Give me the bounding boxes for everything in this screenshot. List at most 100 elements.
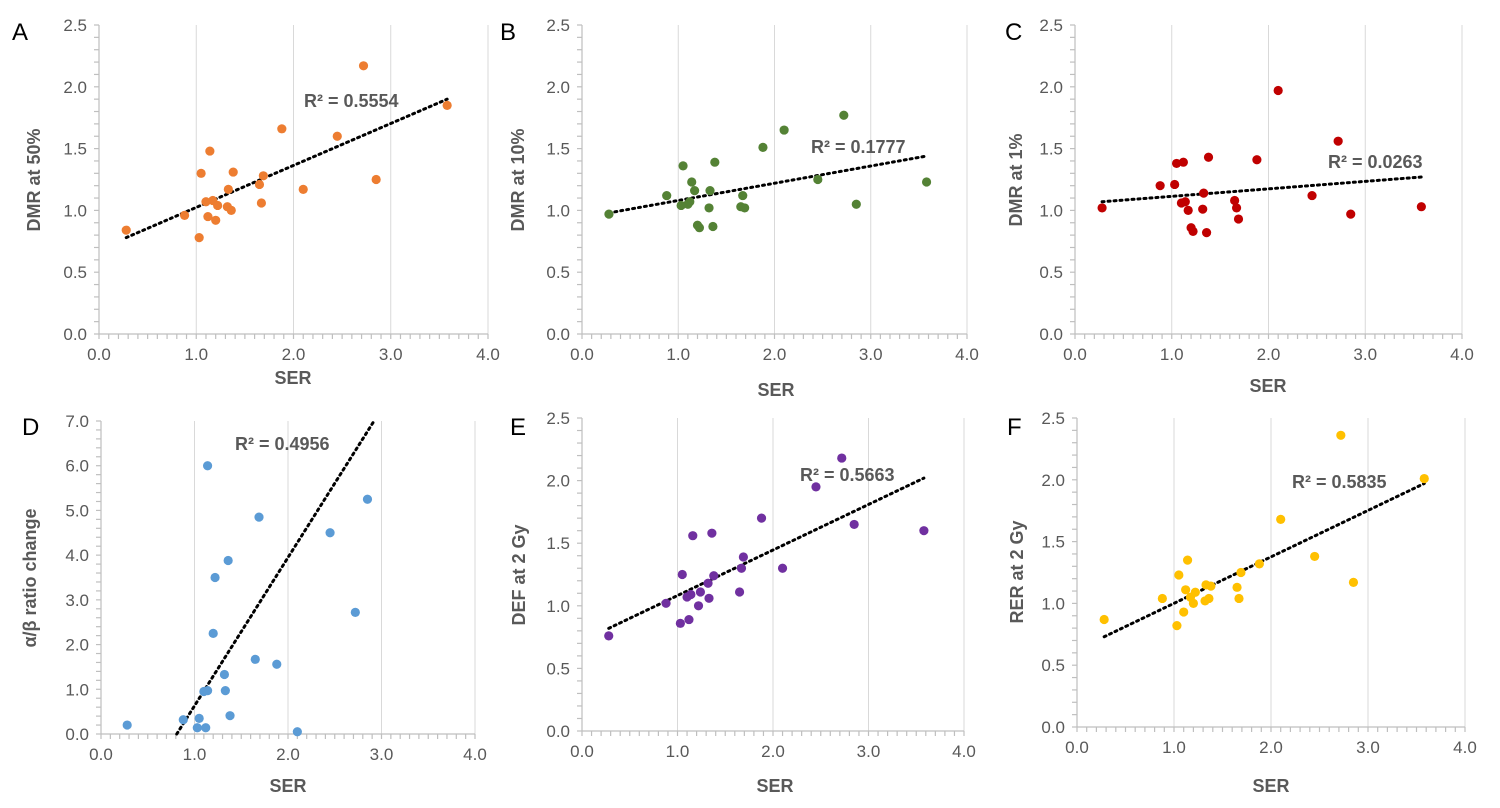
x-tick-label: 1.0: [666, 345, 690, 364]
y-tick-label: 2.0: [1039, 78, 1063, 97]
data-point: [1310, 551, 1320, 562]
data-point: [1273, 85, 1283, 96]
data-point: [688, 531, 698, 541]
r2-label: R² = 0.4956: [235, 434, 330, 454]
data-point: [292, 727, 302, 737]
x-tick-label: 4.0: [463, 745, 487, 764]
data-point: [704, 203, 714, 213]
data-point: [179, 210, 190, 220]
y-axis-title: DMR at 50%: [24, 128, 44, 231]
x-axis-title: SER: [757, 380, 794, 400]
data-point: [662, 190, 672, 201]
data-point: [604, 209, 614, 219]
data-point: [777, 563, 788, 573]
data-point: [1232, 582, 1242, 592]
data-point: [921, 177, 932, 187]
data-point: [837, 453, 847, 463]
data-point: [121, 225, 131, 235]
data-point: [272, 659, 282, 669]
data-point: [122, 720, 132, 730]
y-tick-label: 1.5: [63, 140, 87, 159]
data-point: [849, 519, 859, 530]
panel-letter: D: [22, 414, 39, 441]
data-point: [1180, 197, 1190, 207]
data-point: [226, 205, 236, 215]
trendline: [1100, 175, 1423, 204]
data-point: [254, 179, 265, 190]
data-point: [1172, 621, 1182, 631]
y-tick-label: 2.5: [1041, 409, 1065, 428]
data-point: [1170, 179, 1180, 190]
x-tick-label: 0.0: [89, 745, 113, 764]
x-tick-label: 3.0: [1356, 738, 1380, 757]
x-tick-label: 3.0: [379, 345, 403, 364]
data-point: [1157, 593, 1167, 604]
x-axis-title: SER: [1249, 376, 1286, 396]
r2-label: R² = 0.5554: [304, 91, 399, 111]
panel-a: A 0.0 1.0 2.0 3.0 4.0 0.0 0.5 1.0 1.5 2.0 2.5 R² =…: [12, 16, 500, 388]
y-axis-title: DEF at 2 Gy: [509, 524, 529, 625]
data-point: [1199, 188, 1209, 198]
y-tick-label: 1.5: [546, 140, 570, 159]
y-tick-label: 0.5: [546, 263, 570, 282]
data-point: [325, 528, 335, 538]
y-tick-label: 0.5: [546, 659, 570, 678]
data-point: [225, 711, 235, 721]
y-tick-label: 0.0: [546, 325, 570, 344]
data-point: [684, 614, 694, 625]
data-point: [211, 215, 221, 225]
data-point: [705, 186, 715, 196]
panel-d: D 0.0 1.0 2.0 3.0 4.0 0.0 1.0 2.0 3.0 4.0 5.0 6.0 7.…: [20, 412, 487, 796]
y-tick-label: 1.0: [63, 201, 87, 220]
data-point: [1178, 157, 1188, 167]
y-tick-label: 0.5: [1041, 656, 1065, 675]
panel-e: E 0.0 1.0 2.0 3.0 4.0 0.0 0.5 1.0 1.5 2.0 2.5 R² =…: [509, 409, 976, 796]
panel-letter: E: [510, 414, 526, 441]
data-point: [178, 715, 188, 725]
data-point: [205, 146, 215, 156]
y-tick-label: 0.0: [546, 722, 570, 741]
data-point: [687, 177, 697, 187]
y-tick-label: 1.0: [546, 201, 570, 220]
x-tick-label: 4.0: [476, 345, 500, 364]
data-point: [756, 513, 767, 523]
data-point: [707, 528, 717, 538]
data-point: [228, 167, 238, 177]
y-tick-label: 2.5: [63, 16, 87, 35]
data-point: [703, 578, 713, 588]
data-point: [709, 571, 719, 581]
x-tick-label: 2.0: [1259, 738, 1283, 757]
data-point: [223, 184, 233, 194]
x-tick-label: 0.0: [1063, 345, 1087, 364]
data-point: [258, 171, 268, 181]
data-point: [1182, 555, 1193, 565]
x-axis-title: SER: [756, 776, 793, 796]
data-point: [704, 593, 714, 603]
data-point: [758, 142, 768, 152]
r2-label: R² = 0.0263: [1328, 152, 1423, 172]
data-point: [1336, 430, 1346, 440]
data-point: [210, 572, 220, 583]
data-point: [708, 221, 718, 232]
data-point: [202, 686, 213, 696]
x-axis-title: SER: [1252, 776, 1289, 796]
data-point: [604, 631, 614, 641]
data-point: [1252, 155, 1262, 165]
y-tick-label: 1.0: [1039, 201, 1063, 220]
data-point: [1231, 203, 1242, 213]
x-tick-label: 2.0: [763, 345, 787, 364]
y-tick-label: 1.0: [546, 597, 570, 616]
data-point: [203, 211, 213, 222]
data-point: [1204, 593, 1214, 604]
data-point: [1346, 209, 1356, 219]
data-point: [1234, 593, 1244, 604]
data-point: [250, 654, 260, 664]
data-point: [685, 197, 695, 207]
data-point: [350, 607, 360, 617]
data-point: [208, 628, 218, 638]
data-point: [256, 198, 267, 208]
data-point: [223, 555, 233, 566]
data-point: [695, 587, 706, 597]
y-tick-label: 2.0: [546, 78, 570, 97]
x-tick-label: 3.0: [859, 345, 883, 364]
